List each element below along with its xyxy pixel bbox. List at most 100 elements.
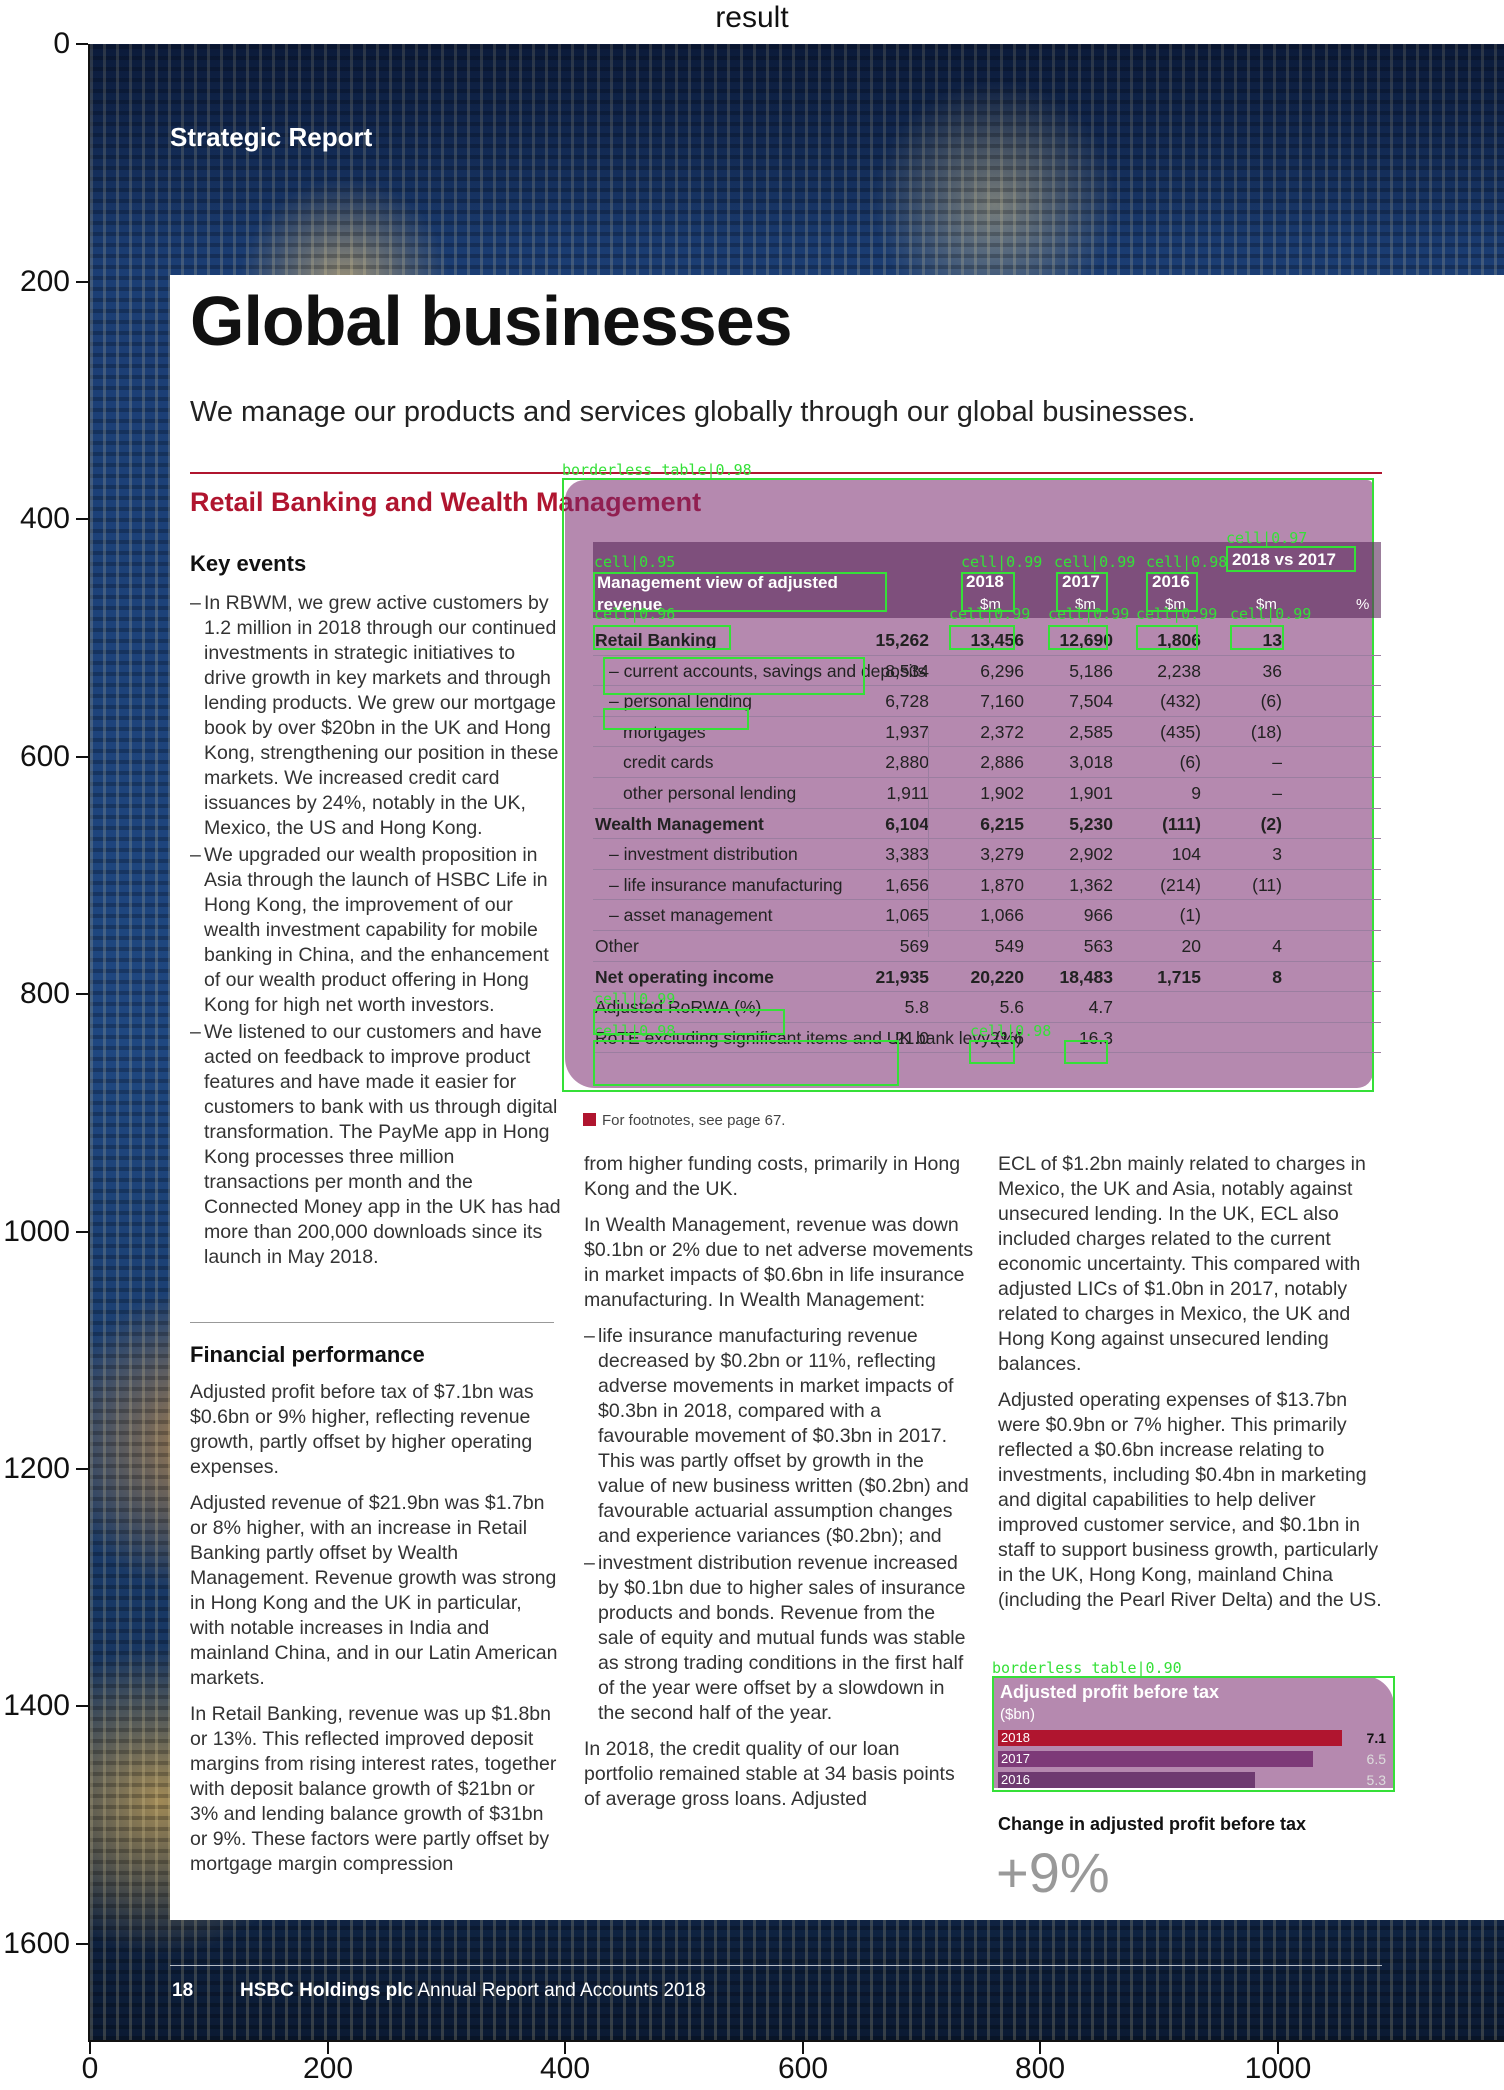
row-value: 13,456 xyxy=(970,630,1024,650)
row-value: 1,902 xyxy=(980,783,1024,803)
unit-label: $m xyxy=(980,596,1001,613)
bar-2017 xyxy=(998,1751,1313,1767)
footer-rule xyxy=(170,1965,1382,1966)
table-detection-tag: borderless_table|0.98 xyxy=(562,461,752,479)
x-tick xyxy=(89,2042,91,2054)
cell-box xyxy=(593,1009,785,1035)
row-value: 18,483 xyxy=(1059,966,1113,987)
row-divider xyxy=(593,868,1381,870)
paragraph: In Retail Banking, revenue was up $1.8bn… xyxy=(190,1703,557,1875)
column-header-2017: 2017 xyxy=(1062,572,1100,591)
row-value: 36 xyxy=(1262,660,1282,681)
row-label: RoTE excluding significant items and UK … xyxy=(595,1027,1022,1048)
unit-label: $m xyxy=(1165,596,1186,613)
row-value: 9 xyxy=(1191,783,1201,803)
cell-tag: cell|0.97 xyxy=(1226,529,1308,547)
row-value: (435) xyxy=(1160,721,1201,742)
x-tick xyxy=(327,2042,329,2054)
footnote: For footnotes, see page 67. xyxy=(583,1112,785,1129)
row-divider xyxy=(593,746,1381,748)
row-value: 5.6 xyxy=(999,997,1024,1018)
row-value: 563 xyxy=(1083,936,1113,956)
row-divider xyxy=(593,991,1381,993)
row-value: 20,220 xyxy=(970,966,1024,987)
row-value: (2) xyxy=(1260,813,1282,834)
row-value: 3 xyxy=(1272,844,1282,865)
row-value: 21,935 xyxy=(875,966,929,987)
cell-box xyxy=(1064,1040,1108,1064)
column-header-2018: 2018 xyxy=(966,572,1004,591)
table-header-bar xyxy=(593,542,1381,618)
table-row: – life insurance manufacturing 1,656 1,870… xyxy=(593,870,1381,900)
row-value: 12,690 xyxy=(1059,630,1113,650)
row-label: – asset management xyxy=(609,905,773,926)
y-tick-label: 1200 xyxy=(3,1452,70,1485)
cell-tag: cell|0.95 xyxy=(594,553,676,571)
footnote-text: For footnotes, see page 67. xyxy=(602,1112,786,1129)
row-label: – investment distribution xyxy=(609,844,798,865)
row-value: 569 xyxy=(899,936,929,956)
x-tick xyxy=(1277,2042,1279,2054)
cell-tag: cell|0.99 xyxy=(1054,553,1136,571)
cell-box xyxy=(1230,625,1284,650)
financial-performance-heading: Financial performance xyxy=(190,1342,425,1367)
row-value: 2,886 xyxy=(980,752,1024,773)
cell-tag: cell|0.99 xyxy=(949,605,1031,623)
arrow-right-icon xyxy=(583,1113,596,1126)
cell-box xyxy=(603,657,865,695)
page-number: 18 xyxy=(172,1980,194,2001)
table-row: Wealth Management 6,104 6,215 5,230 (111) (2) xyxy=(593,809,1381,839)
row-value: 2,902 xyxy=(1069,844,1113,865)
row-label: mortgages xyxy=(623,721,706,742)
row-value: 8,534 xyxy=(885,660,929,681)
cell-tag: cell|0.99 xyxy=(1136,605,1218,623)
cell-tag: cell|0.99 xyxy=(1230,605,1312,623)
y-tick xyxy=(76,1231,88,1233)
paragraph: ECL of $1.2bn mainly related to charges … xyxy=(998,1153,1366,1375)
cell-box xyxy=(603,708,749,730)
row-value: 1,937 xyxy=(885,721,929,742)
paragraph: Adjusted revenue of $21.9bn was $1.7bn o… xyxy=(190,1492,558,1689)
key-event-item: We listened to our customers and have ac… xyxy=(190,1020,562,1270)
table-detection-box xyxy=(562,478,1374,1092)
bar-value-label: 7.1 xyxy=(1366,1730,1386,1746)
row-value: 1,870 xyxy=(980,874,1024,895)
y-tick-label: 800 xyxy=(19,977,70,1010)
sky-band xyxy=(90,44,1504,274)
list-item: investment distribution revenue increase… xyxy=(584,1551,974,1726)
cell-box xyxy=(969,1040,1015,1064)
paragraph: In 2018, the credit quality of our loan … xyxy=(584,1738,955,1810)
document-name: Annual Report and Accounts 2018 xyxy=(417,1980,706,2001)
row-value: (6) xyxy=(1260,691,1282,712)
table-row: – current accounts, savings and deposits… xyxy=(593,656,1381,686)
row-value: 2,880 xyxy=(885,752,929,773)
row-divider xyxy=(593,1052,1381,1054)
key-events-list: In RBWM, we grew active customers by 1.2… xyxy=(190,591,562,1281)
change-value: +9% xyxy=(996,1841,1110,1904)
cell-box xyxy=(593,625,731,650)
x-tick xyxy=(802,2042,804,2054)
table-row: – investment distribution 3,383 3,279 2,902… xyxy=(593,839,1381,869)
key-event-item: In RBWM, we grew active customers by 1.2… xyxy=(190,591,562,841)
row-label: Other xyxy=(595,936,639,956)
cell-box xyxy=(1136,625,1198,650)
table-row: – asset management 1,065 1,066 966 (1) xyxy=(593,900,1381,930)
row-value: 7,160 xyxy=(980,691,1024,712)
row-divider xyxy=(593,838,1381,840)
row-divider xyxy=(593,807,1381,809)
y-tick xyxy=(76,1705,88,1707)
bar-category-label: 2017 xyxy=(1001,1751,1030,1766)
row-value: 1,901 xyxy=(1069,783,1113,803)
row-label: credit cards xyxy=(623,752,714,773)
y-tick xyxy=(76,756,88,758)
x-tick-label: 200 xyxy=(302,2052,354,2085)
cell-box xyxy=(1048,625,1108,650)
row-value: (6) xyxy=(1179,752,1201,773)
row-label: Wealth Management xyxy=(595,813,764,834)
row-label: – personal lending xyxy=(609,691,753,712)
x-tick xyxy=(564,2042,566,2054)
financial-performance-text: Adjusted profit before tax of $7.1bn was… xyxy=(190,1380,558,1888)
x-tick-label: 1000 xyxy=(1244,2052,1312,2085)
unit-label: $m xyxy=(1075,596,1096,613)
cell-box xyxy=(1226,546,1356,572)
